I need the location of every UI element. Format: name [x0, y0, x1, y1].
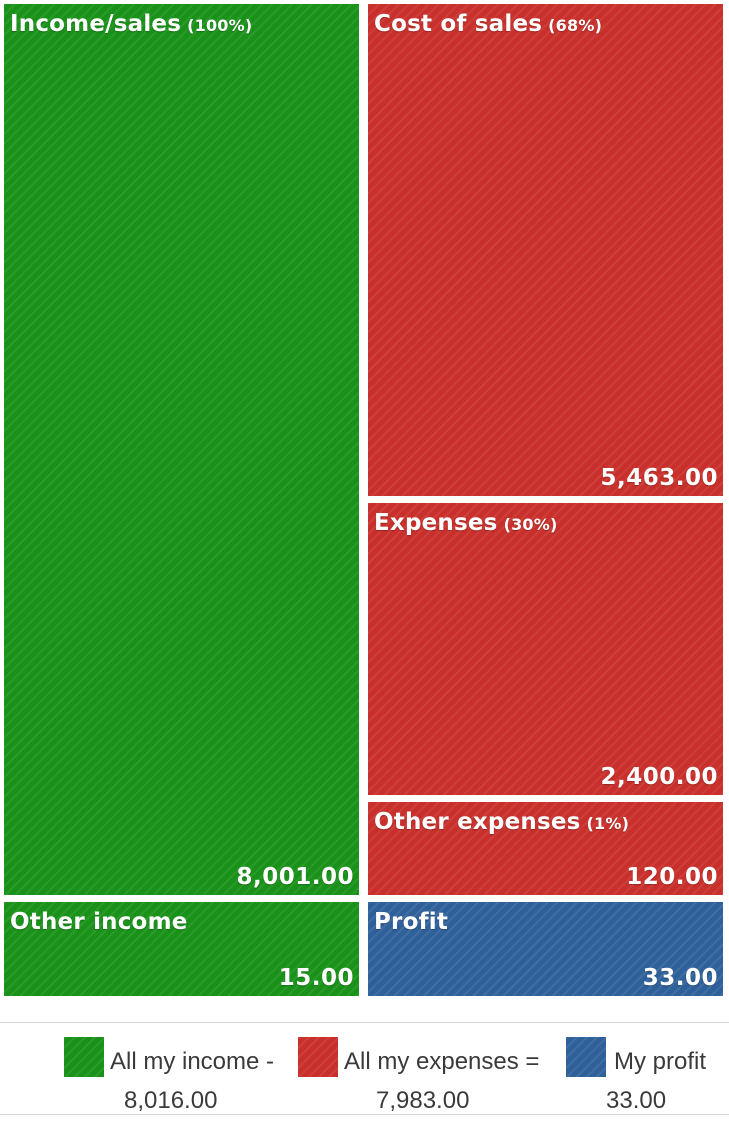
block-value: 2,400.00: [600, 764, 718, 790]
block-expenses: Expenses (30%) 2,400.00: [368, 503, 723, 795]
legend-value: 8,016.00: [124, 1087, 218, 1114]
block-other-income: Other income 15.00: [4, 902, 359, 996]
block-label: Cost of sales: [374, 11, 543, 37]
block-percent: (30%): [503, 515, 558, 534]
block-percent: (100%): [187, 16, 253, 35]
legend-label: All my expenses =: [344, 1048, 540, 1075]
block-title: Expenses (30%): [374, 510, 558, 536]
legend-label: My profit: [614, 1048, 707, 1075]
block-value: 120.00: [626, 864, 718, 890]
block-label: Profit: [374, 909, 449, 935]
block-title: Other income: [10, 909, 188, 935]
block-label: Income/sales: [10, 11, 182, 37]
treemap-chart: Income/sales (100%) 8,001.00 Other income…: [4, 4, 723, 996]
legend-value: 33.00: [606, 1087, 667, 1114]
block-value: 5,463.00: [600, 465, 718, 491]
block-cost-of-sales: Cost of sales (68%) 5,463.00: [368, 4, 723, 496]
block-title: Cost of sales (68%): [374, 11, 602, 37]
legend-label: All my income -: [110, 1048, 275, 1075]
legend-value: 7,983.00: [376, 1087, 470, 1114]
block-label: Expenses: [374, 510, 498, 536]
legend: All my income - 8,016.00 All my expenses…: [0, 1022, 729, 1115]
block-profit: Profit 33.00: [368, 902, 723, 996]
legend-swatch-profit: [566, 1037, 606, 1077]
legend-swatch-income: [64, 1037, 104, 1077]
block-percent: (1%): [586, 814, 630, 833]
block-other-expenses: Other expenses (1%) 120.00: [368, 802, 723, 895]
block-label: Other income: [10, 909, 188, 935]
block-percent: (68%): [548, 16, 603, 35]
block-title: Other expenses (1%): [374, 809, 629, 835]
block-title: Income/sales (100%): [10, 11, 252, 37]
block-value: 8,001.00: [236, 864, 354, 890]
block-value: 33.00: [642, 965, 718, 991]
legend-swatch-expenses: [298, 1037, 338, 1077]
block-value: 15.00: [278, 965, 354, 991]
block-income-sales: Income/sales (100%) 8,001.00: [4, 4, 359, 895]
block-label: Other expenses: [374, 809, 581, 835]
block-title: Profit: [374, 909, 448, 935]
